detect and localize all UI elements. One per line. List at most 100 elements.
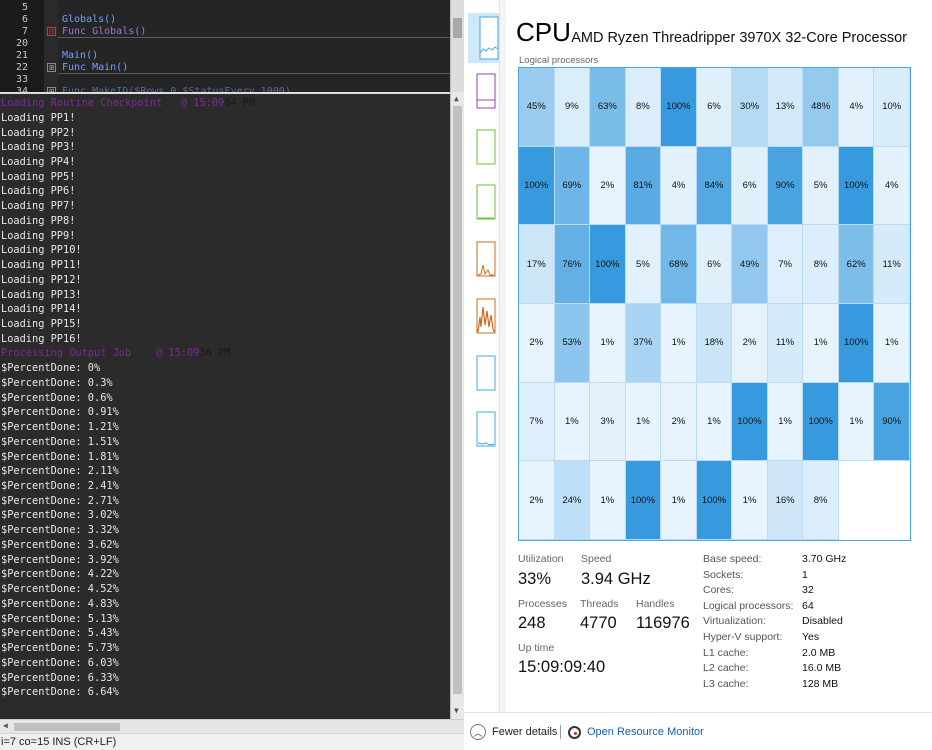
page-title: CPU — [516, 17, 571, 47]
sidebar-item-ethernet-2[interactable] — [476, 297, 496, 337]
logical-processor-cell: 69% — [554, 146, 591, 226]
logical-processor-cell: 18% — [696, 304, 733, 383]
editor-scrollbar[interactable] — [450, 0, 464, 92]
processor-usage-label: 45% — [526, 101, 546, 113]
code-editor[interactable]: 5 6 Globals() 7 ⊟ Func Globals() 20 21 Main() 22 ⊞… — [0, 0, 450, 92]
sidebar-item-gpu-0[interactable] — [476, 354, 496, 394]
logical-processor-cell: 81% — [625, 146, 662, 226]
resource-monitor-icon — [568, 725, 581, 739]
resource-list-sidebar — [464, 0, 500, 712]
processor-usage-label: 8% — [813, 494, 828, 506]
processor-usage-label: 100% — [666, 101, 691, 113]
code-line[interactable]: 22 ⊞ Func Main() — [0, 62, 450, 74]
console-text: Loading Routine Checkpoint @ 15:09 — [1, 97, 225, 109]
processor-usage-label: 3% — [600, 415, 615, 427]
console-line: Loading PP10! — [1, 243, 82, 258]
processor-usage-label: 62% — [846, 258, 866, 270]
code-line[interactable]: 33 — [0, 74, 450, 86]
logical-processor-cell: 1% — [874, 304, 910, 383]
sidebar-item-memory[interactable] — [476, 72, 496, 112]
fold-expand-icon[interactable]: ⊞ — [47, 63, 56, 72]
console-text: Loading PP15! — [1, 318, 82, 330]
logical-processor-cell: 9% — [554, 68, 591, 147]
processor-name: AMD Ryzen Threadripper 3970X 32-Core Pro… — [571, 30, 907, 46]
logical-processor-cell: 7% — [519, 382, 555, 462]
utilization-value: 33% — [518, 570, 552, 588]
code-line[interactable]: 34 ⊞ Func MakeID($Rows,0,$StatusEvery,1000… — [0, 86, 450, 92]
logical-processor-cell: 2% — [661, 382, 697, 462]
scroll-down-arrow-icon[interactable]: ▼ — [454, 706, 459, 715]
sidebar-item-gpu-1[interactable] — [476, 410, 496, 450]
console-line: Loading PP9! — [1, 229, 75, 244]
scroll-up-arrow-icon[interactable]: ▲ — [454, 94, 459, 103]
console-line: $PercentDone: 5.73% — [1, 641, 119, 656]
cpu-mini-graph-icon — [479, 16, 499, 60]
sidebar-item-disk-1[interactable] — [476, 183, 496, 223]
logical-processor-cell: 100% — [625, 461, 662, 540]
open-resource-monitor-link[interactable]: Open Resource Monitor — [568, 723, 704, 741]
processor-usage-label: 76% — [562, 258, 582, 270]
processor-usage-label: 6% — [742, 179, 757, 191]
console-text: $PercentDone: 4.83% — [1, 597, 119, 610]
fold-expand-icon[interactable]: ⊞ — [47, 87, 56, 92]
processor-usage-label: 49% — [740, 258, 760, 270]
sidebar-item-ethernet[interactable] — [476, 240, 496, 280]
sidebar-scrollbar[interactable] — [500, 0, 506, 712]
console-scrollbar[interactable]: ▲ ▼ — [450, 92, 464, 719]
processor-usage-label: 4% — [671, 179, 686, 191]
horizontal-scroll-thumb[interactable] — [14, 723, 120, 731]
code-line[interactable]: 5 — [0, 2, 450, 14]
code-line[interactable]: 21 Main() — [0, 50, 450, 62]
console-text: $PercentDone: 4.52% — [1, 583, 119, 596]
console-line: $PercentDone: 5.13% — [1, 612, 119, 627]
processor-usage-label: 2% — [529, 337, 544, 349]
processor-usage-label: 11% — [775, 337, 795, 349]
console-text: $PercentDone: 1.51% — [1, 435, 119, 448]
output-console: Loading Routine Checkpoint @ 15:0904 PM L… — [0, 92, 450, 719]
fold-separator — [58, 73, 450, 74]
processor-usage-label: 84% — [704, 179, 724, 191]
console-text: Loading PP1! — [1, 111, 76, 124]
logical-processor-cell: 45% — [519, 68, 555, 147]
line-number: 33 — [15, 74, 28, 85]
console-line: $PercentDone: 1.21% — [1, 420, 119, 435]
console-line: $PercentDone: 0.6% — [1, 391, 113, 406]
spec-value: Disabled — [802, 615, 843, 628]
console-line: $PercentDone: 3.02% — [1, 508, 119, 523]
logical-processor-cell: 100% — [519, 146, 555, 226]
code-text: Func Globals() — [62, 26, 147, 37]
spec-value: 16.0 MB — [802, 662, 842, 675]
logical-processor-cell: 1% — [590, 304, 626, 383]
logical-processor-cell: 3% — [590, 382, 626, 462]
processor-usage-label: 53% — [562, 337, 582, 349]
editor-scroll-thumb[interactable] — [453, 18, 462, 38]
spec-key: L1 cache: — [703, 646, 749, 659]
processor-usage-label: 100% — [595, 258, 620, 270]
spec-value: 2.0 MB — [802, 646, 836, 659]
sidebar-item-cpu[interactable] — [468, 13, 500, 63]
processor-usage-label: 63% — [597, 101, 617, 113]
processor-usage-label: 100% — [844, 179, 869, 191]
processor-usage-label: 7% — [529, 415, 544, 427]
scroll-left-arrow-icon[interactable]: ◀ — [3, 721, 8, 730]
fewer-details-label: Fewer details — [492, 726, 558, 738]
processor-usage-label: 90% — [775, 179, 795, 191]
console-scroll-thumb[interactable] — [453, 106, 462, 694]
fold-collapse-icon[interactable]: ⊟ — [47, 27, 56, 36]
line-number: 5 — [21, 2, 28, 13]
fewer-details-button[interactable]: ︿ Fewer details — [470, 723, 557, 741]
processor-usage-label: 13% — [775, 101, 795, 113]
sidebar-item-disk-0[interactable] — [476, 128, 496, 168]
logical-processor-cell: 1% — [590, 461, 626, 540]
logical-processor-cell: 2% — [590, 146, 626, 226]
line-number: 21 — [15, 50, 28, 61]
logical-processor-cell: 2% — [519, 461, 555, 540]
processor-usage-label: 7% — [778, 258, 792, 270]
code-line[interactable]: 6 Globals() — [0, 14, 450, 26]
fold-separator — [58, 37, 450, 38]
code-line[interactable]: 20 — [0, 38, 450, 50]
horizontal-scrollbar[interactable]: ◀ — [0, 719, 464, 733]
spec-value: 64 — [802, 599, 814, 612]
code-line[interactable]: 7 ⊟ Func Globals() — [0, 26, 450, 38]
logical-processor-cell: 1% — [803, 304, 839, 383]
